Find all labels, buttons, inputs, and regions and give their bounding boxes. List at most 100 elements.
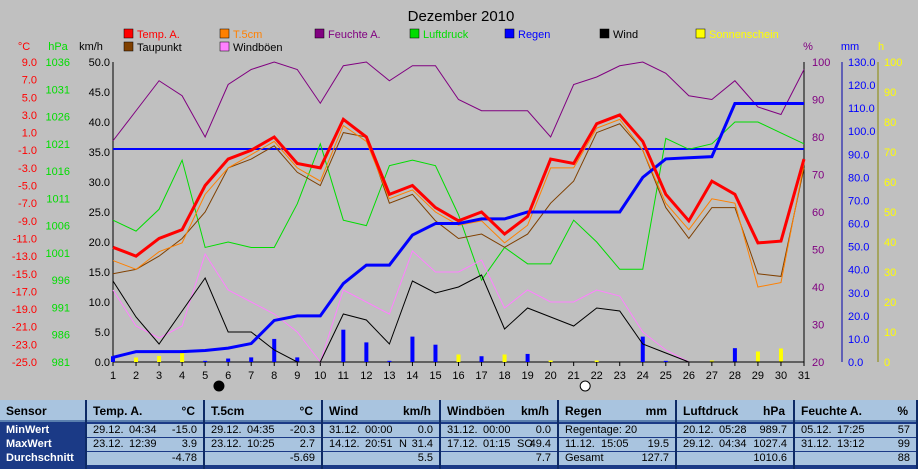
sunshine-bar <box>134 357 139 362</box>
row-background <box>205 438 321 451</box>
stat-column: Wind km/h 31.12. 00:00 0.0 14.12. 20:51 N 31.4 5.… <box>323 400 441 469</box>
cell-time: 12:39 <box>129 438 157 450</box>
x-tick-label: 21 <box>568 370 580 382</box>
cell-value: 19.5 <box>647 438 669 450</box>
row-label-max: MaxWert <box>6 438 52 450</box>
x-tick-label: 6 <box>225 370 231 382</box>
rain-tick: 60.0 <box>848 219 869 231</box>
chart-axes: 9.0 7.0 5.0 3.0 1.0 -1.0 -3.0 -5.0 -7.0 -9.0 -11.0… <box>12 41 902 382</box>
cell-date: 23.12. <box>211 438 242 450</box>
x-tick-label: 4 <box>179 370 185 382</box>
column-unit: hPa <box>762 404 785 418</box>
sun-tick: 40 <box>884 237 896 249</box>
pressure-tick: 996 <box>52 275 70 287</box>
pressure-tick: 981 <box>52 357 70 369</box>
cell-value: 0.0 <box>417 424 433 436</box>
precip-bar <box>364 342 369 362</box>
row-background <box>205 452 321 465</box>
row-background <box>559 424 675 437</box>
sun-unit: h <box>878 41 884 53</box>
column-unit: °C <box>181 404 195 418</box>
x-tick-label: 14 <box>406 370 418 382</box>
header-label-sensor: Sensor <box>6 404 47 418</box>
x-tick-label: 23 <box>614 370 626 382</box>
wind-tick: 5.0 <box>95 327 110 339</box>
column-unit: mm <box>645 404 667 418</box>
sun-tick: 90 <box>884 87 896 99</box>
temp-tick: -11.0 <box>13 233 37 245</box>
cell-date: 31.12. <box>801 438 832 450</box>
row-background <box>441 452 557 465</box>
sun-tick: 50 <box>884 207 896 219</box>
header-cell: Wind km/h <box>323 400 439 422</box>
precip-bar <box>525 353 530 362</box>
rain-tick: 10.0 <box>848 334 869 346</box>
row-label-min: MinWert <box>6 424 50 436</box>
sunshine-bar <box>456 354 461 362</box>
cell-value: 57 <box>897 424 910 436</box>
chart-plot-area <box>111 61 806 392</box>
wind-tick: 50.0 <box>89 57 110 69</box>
wind-tick: 15.0 <box>89 267 110 279</box>
cell-time: 10:25 <box>247 438 275 450</box>
weather-chart: Dezember 2010 Temp. A.Taupunkt T.5cmWindb… <box>12 8 902 392</box>
temp-unit: °C <box>18 41 30 53</box>
column-title: Regen <box>565 404 602 418</box>
series-line-temp-a- <box>112 113 806 258</box>
cell-time: 20:51 <box>365 438 393 450</box>
x-tick-label: 2 <box>133 370 139 382</box>
header-cell: Temp. A. °C <box>87 400 203 422</box>
sun-tick: 30 <box>884 267 896 279</box>
humidity-tick: 60 <box>812 207 824 219</box>
cell-direction: N <box>399 438 407 450</box>
cell-avg: -5.69 <box>289 452 315 464</box>
x-tick-label: 8 <box>271 370 277 382</box>
column-title: Windböen <box>447 404 505 418</box>
pressure-tick: 1011 <box>46 193 70 205</box>
stat-column: T.5cm °C 29.12. 04:35 -20.3 23.12. 10:25 2.7 -5.… <box>205 400 323 469</box>
full-moon-icon <box>579 380 591 392</box>
x-tick-label: 24 <box>637 370 649 382</box>
cell-value: 2.7 <box>299 438 315 450</box>
legend-label: T.5cm <box>233 29 262 41</box>
column-title: Wind <box>329 404 359 418</box>
x-tick-label: 15 <box>429 370 441 382</box>
sun-tick: 10 <box>884 327 896 339</box>
pressure-tick: 1001 <box>46 248 70 260</box>
rain-tick: 80.0 <box>848 172 869 184</box>
x-tick-label: 13 <box>383 370 395 382</box>
temp-tick: -1.0 <box>18 145 37 157</box>
legend-swatch <box>314 28 325 39</box>
cell-date: Regentage: 20 <box>565 424 638 436</box>
legend-swatch <box>695 28 706 39</box>
row-background <box>795 438 916 451</box>
series-line-windb-en <box>112 250 804 364</box>
wind-unit: km/h <box>79 41 103 53</box>
cell-date: 29.12. <box>93 424 124 436</box>
legend-swatch <box>123 41 134 52</box>
cell-avg: 88 <box>897 452 910 464</box>
precip-bar <box>111 356 115 362</box>
sunshine-bar <box>180 351 185 362</box>
temp-tick: 7.0 <box>22 75 37 87</box>
rain-tick: 130.0 <box>848 57 876 69</box>
series-line-luftdruck <box>112 121 805 282</box>
cell-value: 1027.4 <box>753 438 787 450</box>
x-tick-label: 22 <box>591 370 603 382</box>
wind-tick: 10.0 <box>89 297 110 309</box>
sunshine-bar <box>157 356 162 362</box>
legend-swatch <box>219 28 230 39</box>
row-background <box>441 438 557 451</box>
cell-date: 05.12. <box>801 424 832 436</box>
cell-avg: 5.5 <box>417 452 433 464</box>
x-tick-label: 30 <box>775 370 787 382</box>
legend-label: Temp. A. <box>137 29 180 41</box>
rain-tick: 30.0 <box>848 288 869 300</box>
temp-tick: -21.0 <box>12 322 37 334</box>
row-background <box>677 438 793 451</box>
cell-time: 04:35 <box>247 424 275 436</box>
x-tick-label: 19 <box>521 370 533 382</box>
sun-tick: 0 <box>884 357 890 369</box>
rain-tick: 40.0 <box>848 265 869 277</box>
cell-avg-label: Gesamt <box>565 452 604 464</box>
